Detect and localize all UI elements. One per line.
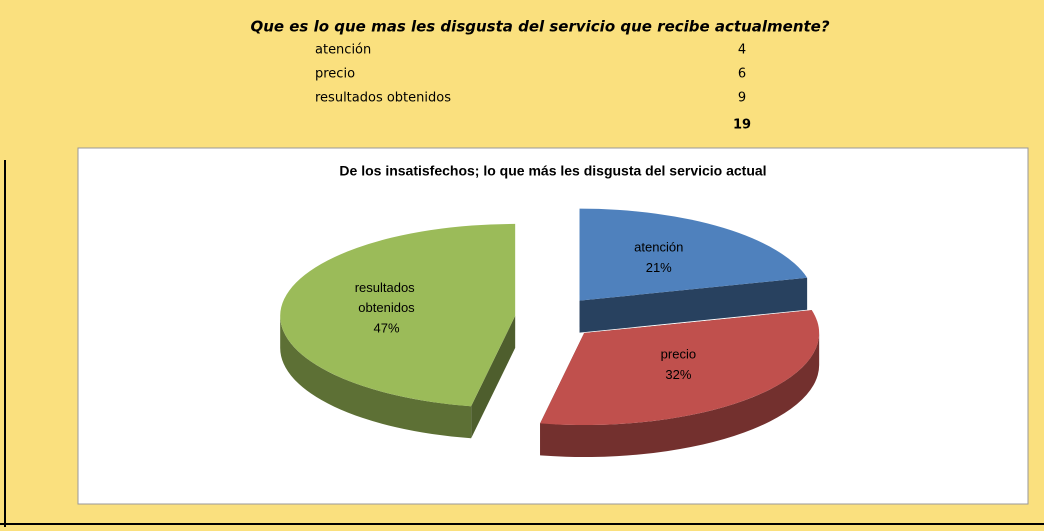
slice-label: 21% — [646, 260, 672, 275]
slice-side — [471, 315, 516, 439]
slice-category: atención — [634, 240, 683, 255]
table: atención 4 precio 6 resultados obtenidos 9 — [315, 43, 746, 106]
row-label: resultados obtenidos — [315, 91, 451, 106]
slice-label: 32% — [665, 367, 691, 382]
slice-category: precio — [661, 347, 696, 362]
slice-wall — [280, 315, 472, 439]
slice-category: resultados obtenidos — [355, 281, 419, 316]
slice-side — [579, 277, 808, 333]
row-value: 9 — [738, 91, 746, 106]
slice — [540, 310, 820, 426]
pie: atención 21% precio 32% resultados obtenidos… — [280, 208, 820, 458]
row-label: atención — [315, 43, 371, 58]
row-value: 6 — [738, 67, 746, 82]
slice — [280, 223, 516, 407]
slice-label: 47% — [373, 321, 399, 336]
table-title: Que es lo que mas les disgusta del servi… — [250, 18, 829, 36]
slice-wall — [540, 333, 820, 458]
table-total: 19 — [733, 118, 751, 133]
chart-title: De los insatisfechos; lo que más les dis… — [339, 163, 766, 179]
row-value: 4 — [738, 43, 746, 58]
slice — [579, 208, 808, 301]
row-label: precio — [315, 67, 355, 82]
